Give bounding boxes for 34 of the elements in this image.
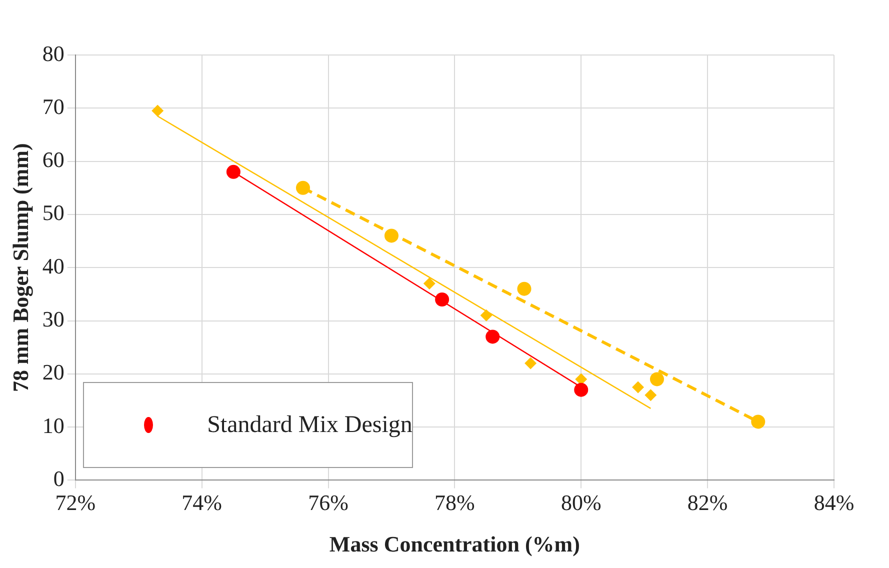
x-tick-label: 76%	[308, 490, 348, 516]
x-tick-label: 80%	[560, 490, 602, 516]
x-tick-label: 78%	[434, 490, 475, 516]
x-tick-label: 84%	[814, 490, 854, 516]
y-tick-label: 40	[42, 253, 64, 278]
point	[435, 292, 450, 306]
x-tick-label: 82%	[687, 490, 728, 516]
y-tick-label: 0	[53, 466, 64, 491]
point	[574, 382, 588, 397]
point	[524, 357, 537, 370]
point	[517, 282, 532, 296]
point	[644, 389, 657, 402]
y-tick-label: 30	[42, 306, 64, 332]
y-axis-title: 78 mm Boger Slump (mm)	[8, 143, 33, 392]
point	[384, 228, 398, 243]
x-tick-label: 72%	[55, 490, 96, 516]
legend-label: Standard Mix Design	[207, 412, 412, 439]
point	[423, 278, 436, 290]
y-tick-label: 70	[42, 94, 64, 119]
point	[650, 372, 664, 386]
y-tick-label: 80	[42, 40, 64, 66]
point	[751, 414, 766, 429]
y-tick-label: 60	[42, 147, 64, 172]
point	[632, 381, 644, 394]
point	[226, 164, 240, 179]
y-tick-label: 50	[42, 200, 64, 226]
y-tick-label: 10	[42, 412, 64, 438]
y-tick-label: 20	[42, 360, 64, 385]
point	[480, 309, 492, 322]
point	[296, 180, 310, 195]
x-axis-title: Mass Concentration (%m)	[329, 531, 580, 556]
point	[486, 330, 500, 344]
x-tick-label: 74%	[182, 490, 222, 516]
point	[152, 104, 164, 117]
